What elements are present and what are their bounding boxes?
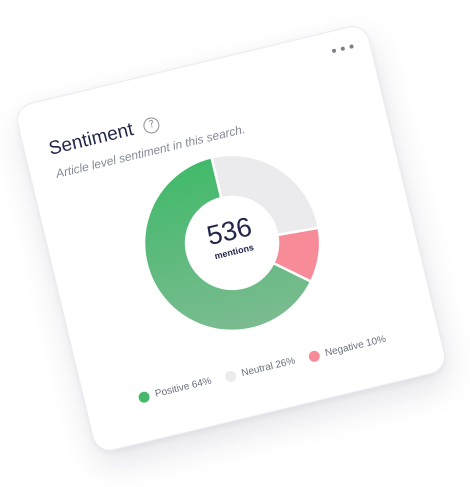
legend-label: Neutral 26% xyxy=(240,355,297,380)
dot xyxy=(349,44,354,49)
legend-item-neutral[interactable]: Neutral 26% xyxy=(223,355,297,384)
legend-item-positive[interactable]: Positive 64% xyxy=(137,375,213,404)
dot xyxy=(340,46,346,52)
legend-label: Negative 10% xyxy=(323,333,388,360)
sentiment-donut-chart: 536 mentions xyxy=(126,137,338,349)
dot xyxy=(331,48,337,54)
legend-swatch xyxy=(307,349,321,363)
donut-slice-neutral[interactable] xyxy=(210,137,320,248)
help-icon[interactable]: ? xyxy=(142,115,162,135)
legend-label: Positive 64% xyxy=(153,375,213,400)
sentiment-card: Sentiment ? Article level sentiment in t… xyxy=(13,22,449,455)
legend-item-negative[interactable]: Negative 10% xyxy=(307,334,387,363)
chart-legend: Positive 64% Neutral 26% Negative 10% xyxy=(86,321,439,416)
more-options-icon[interactable] xyxy=(330,39,355,58)
donut-slice-positive[interactable] xyxy=(126,141,319,349)
donut-svg xyxy=(126,137,322,349)
legend-swatch xyxy=(223,369,238,384)
legend-swatch xyxy=(137,390,151,404)
